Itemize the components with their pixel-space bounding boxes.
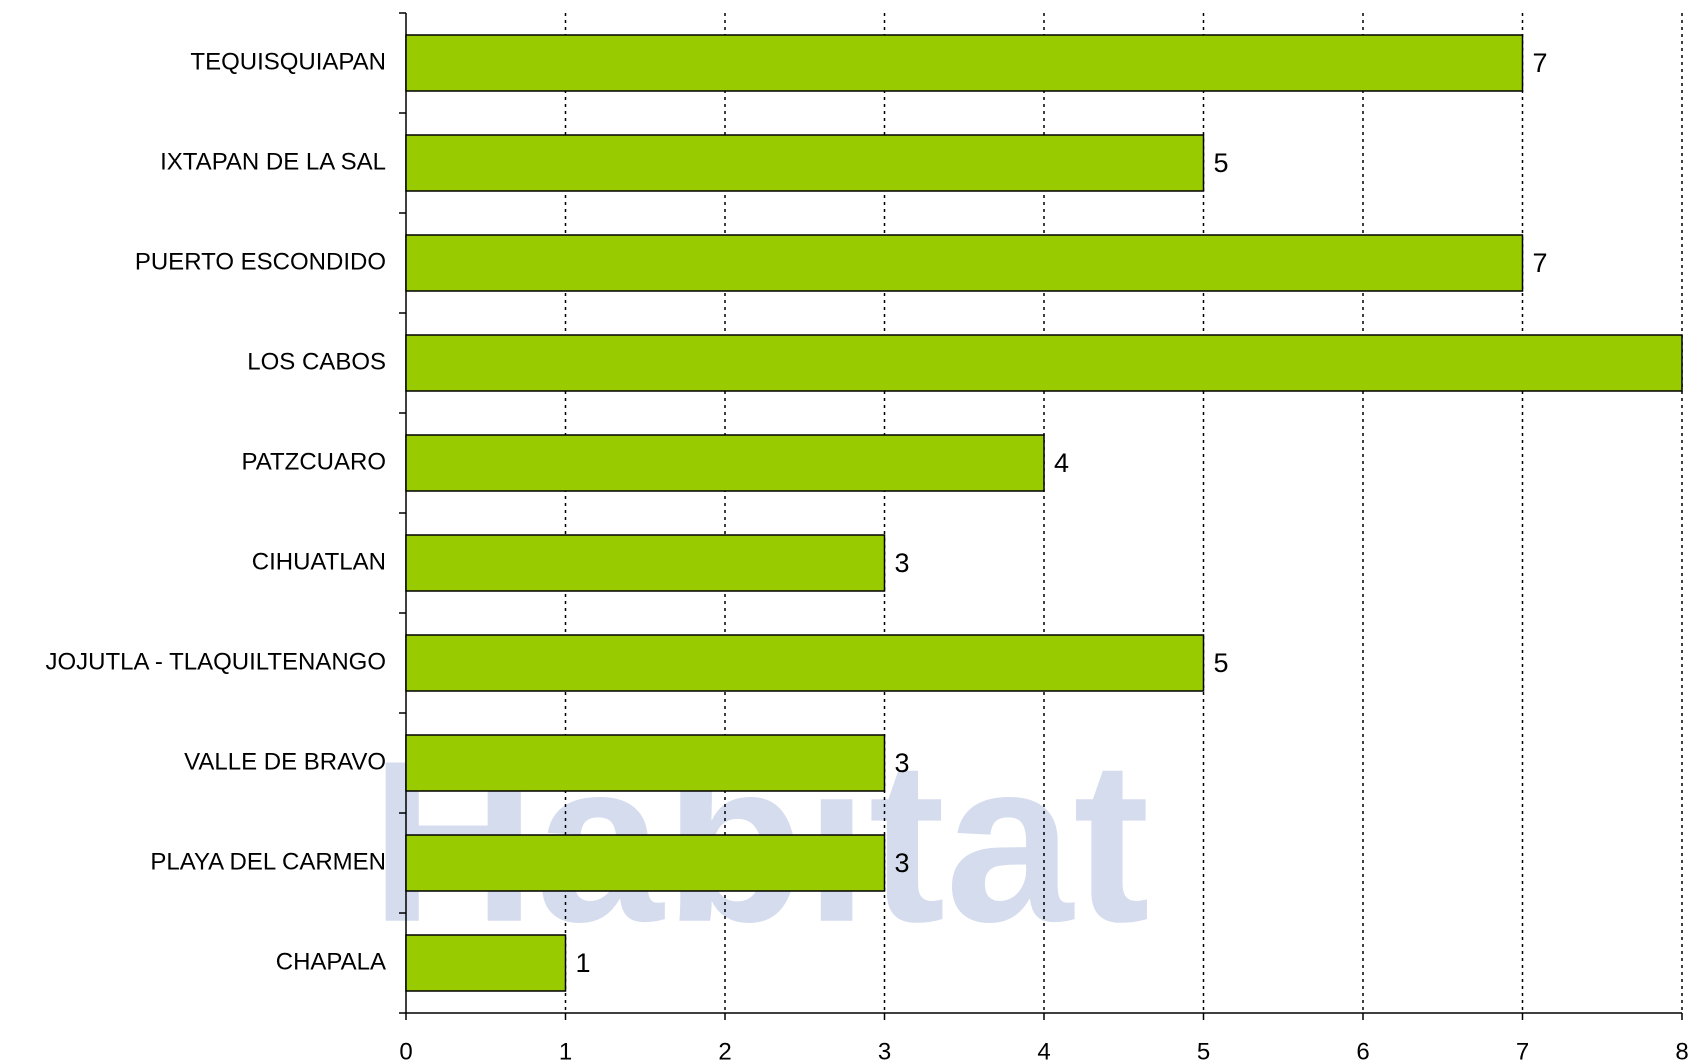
bar: [405, 934, 567, 992]
x-tick-label: 8: [1675, 1038, 1688, 1062]
y-tick-label: TEQUISQUIAPAN: [190, 48, 386, 75]
value-label: 3: [895, 548, 910, 578]
bar: [405, 734, 886, 792]
x-tick-label: 1: [559, 1038, 572, 1062]
bar: [405, 834, 886, 892]
x-tick-label: 0: [399, 1038, 412, 1062]
value-label: 1: [576, 948, 591, 978]
value-label: 4: [1054, 448, 1069, 478]
y-tick-label: IXTAPAN DE LA SAL: [160, 148, 386, 175]
value-label: 5: [1214, 148, 1229, 178]
value-label: 7: [1533, 248, 1548, 278]
x-tick-label: 5: [1197, 1038, 1210, 1062]
x-tick-label: 4: [1037, 1038, 1050, 1062]
y-tick-label: VALLE DE BRAVO: [184, 748, 386, 775]
bar: [405, 134, 1205, 192]
x-tick-label: 6: [1356, 1038, 1369, 1062]
x-tick-label: 7: [1516, 1038, 1529, 1062]
value-label: 3: [895, 848, 910, 878]
bar: [405, 434, 1045, 492]
y-tick-label: LOS CABOS: [247, 348, 386, 375]
bar: [405, 34, 1524, 92]
y-tick-label: CHAPALA: [276, 948, 386, 975]
bar: [405, 634, 1205, 692]
value-label: 5: [1214, 648, 1229, 678]
value-label: 7: [1533, 48, 1548, 78]
bar: [405, 334, 1683, 392]
y-tick-label: CIHUATLAN: [252, 548, 386, 575]
bar: [405, 234, 1524, 292]
y-tick-label: PLAYA DEL CARMEN: [150, 848, 386, 875]
x-tick-label: 2: [718, 1038, 731, 1062]
y-tick-label: PATZCUARO: [242, 448, 386, 475]
y-tick-label: JOJUTLA - TLAQUILTENANGO: [45, 648, 386, 675]
value-label: 3: [895, 748, 910, 778]
x-tick-label: 3: [878, 1038, 891, 1062]
bar: [405, 534, 886, 592]
y-tick-label: PUERTO ESCONDIDO: [135, 248, 386, 275]
